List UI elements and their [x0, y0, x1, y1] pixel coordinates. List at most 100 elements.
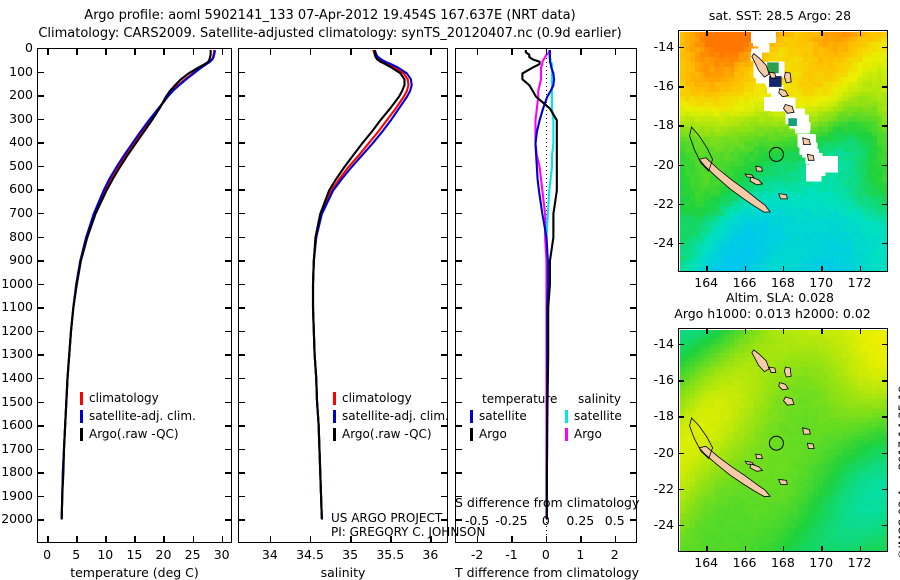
series-temperature-argo — [521, 50, 559, 521]
landmass — [698, 157, 772, 214]
x-tick — [580, 536, 582, 543]
depth-tick — [455, 95, 462, 97]
x-tick-top — [163, 48, 165, 55]
landmass — [749, 176, 764, 186]
depth-tick-label: 1500 — [1, 393, 33, 409]
x-tick — [545, 536, 548, 543]
salinity-legend-swatch — [333, 410, 336, 423]
depth-tick — [455, 165, 462, 168]
depth-tick-label: 1800 — [1, 464, 33, 480]
panel-temperature-axes — [37, 48, 232, 543]
depth-tick-right — [630, 260, 637, 262]
depth-tick-right — [630, 71, 637, 73]
landmass — [768, 72, 777, 79]
depth-tick-right — [441, 95, 448, 97]
depth-tick — [455, 425, 462, 427]
depth-tick — [37, 165, 44, 168]
sla-map-title-line2: Argo h1000: 0.013 h2000: 0.02 — [674, 306, 871, 321]
depth-tick-label: 1700 — [1, 440, 33, 456]
x-tick-label: 25 — [184, 547, 201, 562]
depth-tick — [37, 213, 44, 215]
depth-tick-label: 1200 — [1, 322, 33, 338]
depth-tick-label: 1100 — [1, 299, 33, 315]
lat-tick-label: -18 — [653, 408, 674, 424]
depth-tick-right — [630, 495, 637, 498]
lat-tick — [882, 380, 888, 382]
depth-tick — [37, 48, 44, 50]
depth-tick-right — [225, 71, 232, 73]
depth-tick-label: 700 — [9, 205, 33, 220]
depth-tick — [37, 95, 44, 97]
depth-tick-right — [225, 236, 232, 238]
temperature-legend-swatch — [80, 410, 83, 423]
landmass — [778, 88, 790, 98]
landmass — [783, 104, 795, 115]
depth-tick-right — [630, 401, 637, 403]
x-tick — [511, 536, 513, 543]
landmass — [784, 367, 793, 378]
difference-legend-salinity-label: Argo — [574, 427, 602, 441]
depth-tick-right — [630, 165, 637, 168]
depth-tick-right — [225, 330, 232, 333]
depth-tick-right — [630, 519, 637, 521]
lat-tick — [882, 488, 888, 491]
lat-tick-label: -18 — [653, 117, 674, 133]
depth-tick — [455, 48, 462, 50]
depth-tick — [37, 118, 44, 121]
x-tick-label: 20 — [155, 547, 172, 562]
depth-tick-label: 1900 — [1, 487, 33, 503]
lat-tick — [882, 86, 888, 88]
x-tick-top — [105, 48, 107, 55]
depth-tick-right — [225, 48, 232, 50]
x-tick-top — [477, 48, 479, 55]
depth-tick — [37, 330, 44, 333]
depth-tick-right — [441, 71, 448, 73]
depth-tick — [238, 165, 245, 168]
landmass — [768, 367, 777, 374]
panel-temperature-plot-area — [61, 50, 217, 521]
lat-tick-label: -16 — [653, 372, 674, 388]
lon-tick-label: 168 — [770, 275, 795, 290]
x-tick-label: 1 — [576, 547, 585, 562]
depth-tick-label: 200 — [9, 87, 33, 103]
temperature-legend-swatch — [80, 428, 83, 441]
landmass — [783, 396, 795, 406]
x-tick-label: -2 — [470, 547, 484, 562]
depth-tick — [238, 401, 245, 403]
depth-tick — [238, 283, 245, 286]
depth-tick-right — [225, 472, 232, 474]
salinity-legend-label: satellite-adj. clim. — [342, 409, 449, 423]
depth-tick-label: 1400 — [1, 370, 33, 385]
x-tick — [430, 536, 432, 543]
difference-legend-salinity-label: satellite — [574, 409, 622, 423]
x-tick-label: 34.5 — [296, 547, 324, 562]
difference-legend-temperature-label: Argo — [479, 427, 507, 441]
depth-tick — [37, 448, 44, 451]
depth-tick — [455, 354, 462, 356]
lat-tick — [678, 380, 684, 382]
x-tick-label: 2 — [610, 547, 619, 562]
x-tick-label-top: 0 — [541, 513, 550, 528]
x-tick-top — [221, 48, 224, 55]
depth-tick-right — [441, 236, 448, 238]
lat-tick — [678, 164, 684, 166]
difference-legend-temperature-label: satellite — [479, 409, 527, 423]
depth-tick-label: 900 — [9, 252, 33, 268]
depth-tick — [455, 472, 462, 474]
depth-tick-right — [225, 519, 232, 521]
depth-tick-right — [441, 283, 448, 286]
imos-credit: ©IMOS 03-Aug-2017 14:35:19 — [896, 385, 900, 560]
landmass — [802, 137, 812, 146]
depth-tick — [455, 378, 462, 380]
lon-tick — [782, 328, 785, 334]
x-tick-label: 35 — [342, 547, 359, 562]
panel-difference-xlabel-top: S difference from climatology — [455, 495, 640, 510]
series-argo-raw-qc- — [61, 50, 213, 521]
depth-tick-right — [225, 142, 232, 144]
lat-tick — [678, 86, 684, 88]
lat-tick — [882, 525, 888, 527]
landmass — [689, 417, 714, 460]
depth-tick-right — [225, 425, 232, 427]
depth-tick-right — [225, 495, 232, 498]
depth-tick-right — [630, 378, 637, 380]
